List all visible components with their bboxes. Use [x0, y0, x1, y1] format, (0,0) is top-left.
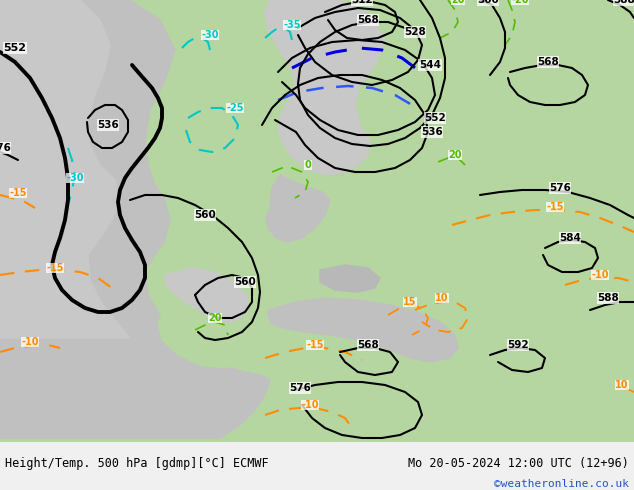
Text: 568: 568: [537, 57, 559, 67]
Text: -10: -10: [22, 337, 39, 347]
Polygon shape: [0, 0, 270, 438]
Text: 20: 20: [208, 313, 222, 323]
Text: -10: -10: [301, 400, 319, 410]
Text: -15: -15: [306, 340, 324, 350]
Text: 536: 536: [97, 120, 119, 130]
Text: 576: 576: [549, 183, 571, 193]
Polygon shape: [165, 268, 248, 322]
Text: 512: 512: [351, 0, 373, 5]
Text: 20: 20: [448, 150, 462, 160]
Polygon shape: [238, 185, 270, 232]
Text: -25: -25: [226, 103, 243, 113]
Text: 15: 15: [403, 297, 417, 307]
Text: 544: 544: [419, 60, 441, 70]
Text: 576: 576: [289, 383, 311, 393]
Text: -30: -30: [201, 30, 219, 40]
Polygon shape: [0, 0, 130, 338]
Text: 560: 560: [194, 210, 216, 220]
Polygon shape: [320, 265, 380, 292]
Text: 552: 552: [4, 43, 27, 53]
Text: 20: 20: [451, 0, 465, 5]
Text: 592: 592: [507, 340, 529, 350]
Text: 584: 584: [559, 233, 581, 243]
Polygon shape: [265, 0, 385, 175]
Text: 568: 568: [357, 340, 379, 350]
Text: 536: 536: [421, 127, 443, 137]
Text: 560: 560: [477, 0, 499, 5]
Text: -10: -10: [592, 270, 609, 280]
Text: 560: 560: [234, 277, 256, 287]
Text: -30: -30: [66, 173, 84, 183]
Polygon shape: [265, 175, 330, 242]
Text: -20: -20: [511, 0, 529, 5]
Text: Mo 20-05-2024 12:00 UTC (12+96): Mo 20-05-2024 12:00 UTC (12+96): [408, 457, 629, 469]
Text: 588: 588: [613, 0, 634, 5]
Text: -15: -15: [46, 263, 64, 273]
Text: ©weatheronline.co.uk: ©weatheronline.co.uk: [494, 479, 629, 489]
Polygon shape: [268, 298, 458, 362]
Text: 10: 10: [436, 293, 449, 303]
Text: 0: 0: [304, 160, 311, 170]
Text: 588: 588: [597, 293, 619, 303]
Text: -15: -15: [547, 202, 564, 212]
Text: 528: 528: [404, 27, 426, 37]
Text: 576: 576: [0, 143, 11, 153]
Polygon shape: [158, 300, 272, 368]
Text: 552: 552: [424, 113, 446, 123]
Text: -15: -15: [10, 188, 27, 198]
Text: Height/Temp. 500 hPa [gdmp][°C] ECMWF: Height/Temp. 500 hPa [gdmp][°C] ECMWF: [5, 457, 269, 469]
Text: -35: -35: [283, 20, 301, 30]
Text: 10: 10: [615, 380, 629, 390]
Text: 568: 568: [357, 15, 379, 25]
